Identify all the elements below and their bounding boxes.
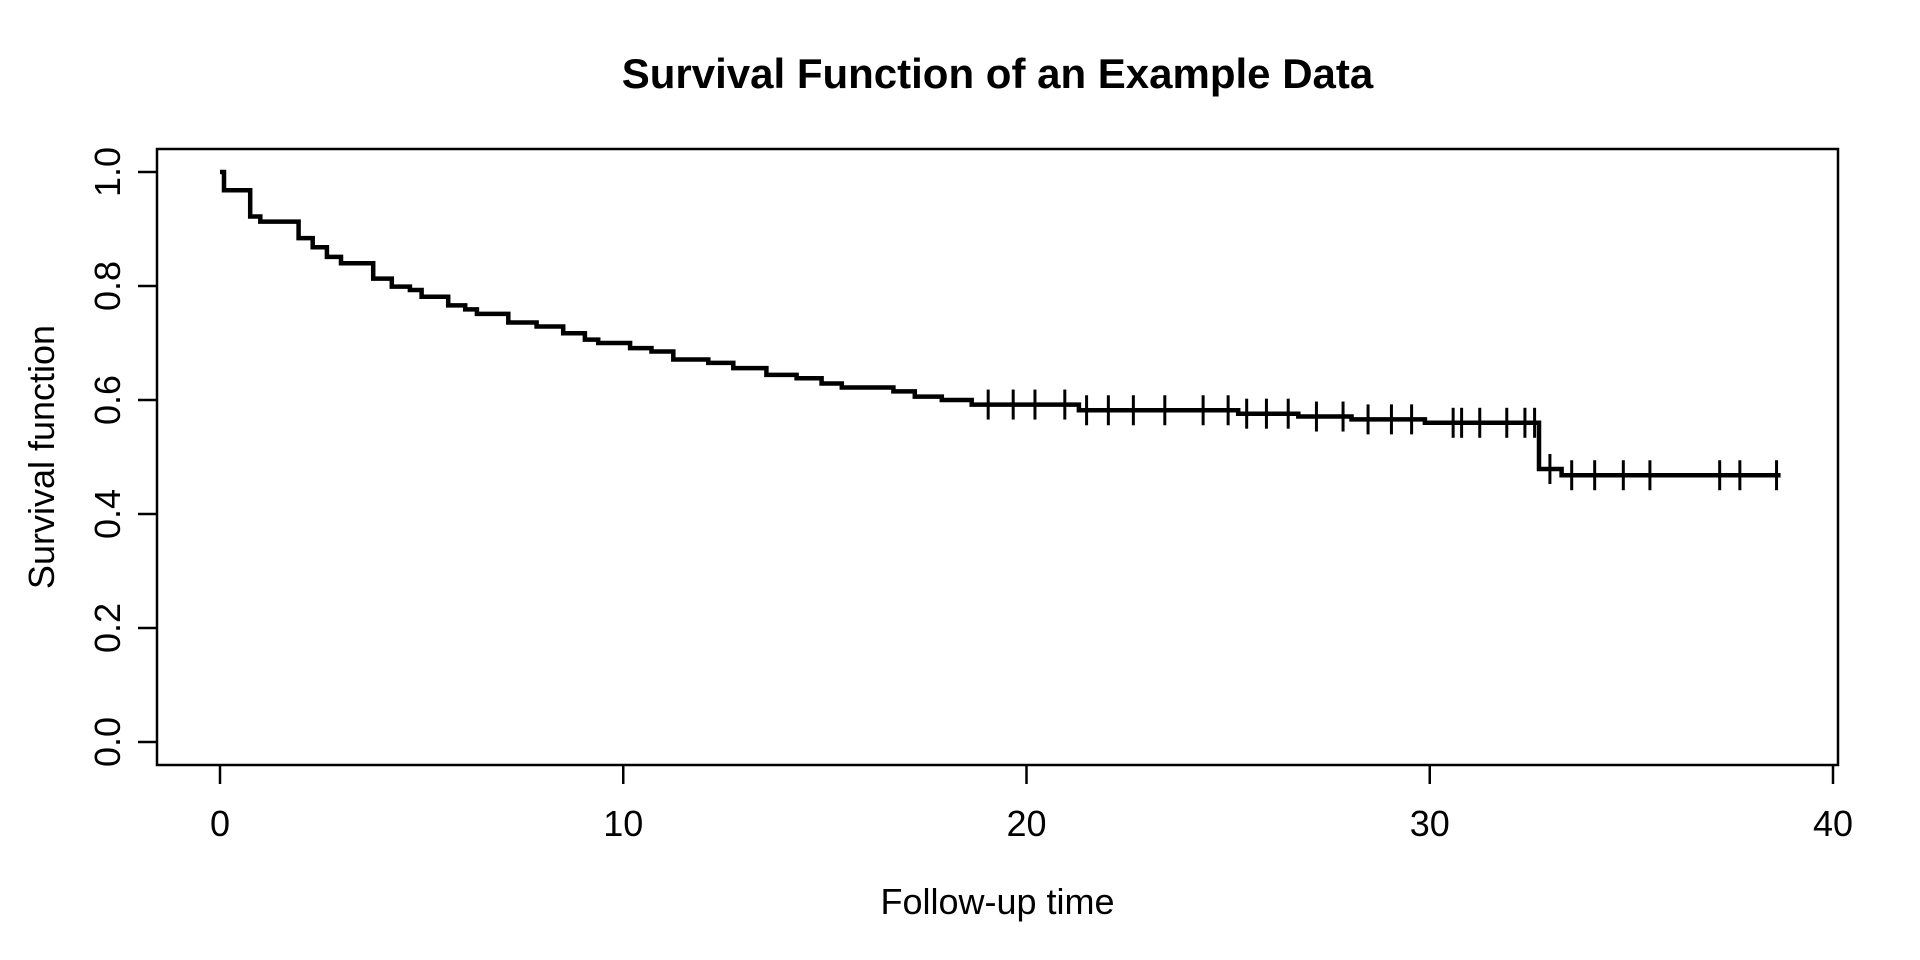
y-axis: 0.0 0.2 0.4 0.6 0.8 1.0 xyxy=(87,147,157,767)
chart-title: Survival Function of an Example Data xyxy=(621,50,1374,97)
y-tick-label: 0.0 xyxy=(87,717,128,767)
x-tick-label: 40 xyxy=(1813,803,1853,844)
x-tick-label: 10 xyxy=(603,803,643,844)
y-tick-label: 1.0 xyxy=(87,147,128,197)
y-axis-title: Survival function xyxy=(21,324,62,590)
x-axis-title: Follow-up time xyxy=(880,881,1115,922)
x-tick-label: 30 xyxy=(1410,803,1450,844)
y-tick-label: 0.4 xyxy=(87,489,128,539)
x-tick-label: 20 xyxy=(1006,803,1046,844)
survival-curve xyxy=(220,169,1781,478)
censor-marks xyxy=(986,389,1779,491)
y-tick-label: 0.8 xyxy=(87,261,128,311)
plot-border xyxy=(155,147,1840,767)
y-tick-label: 0.6 xyxy=(87,375,128,425)
y-tick-label: 0.2 xyxy=(87,603,128,653)
x-tick-label: 0 xyxy=(210,803,230,844)
x-axis: 0 10 20 30 40 xyxy=(210,765,1853,844)
